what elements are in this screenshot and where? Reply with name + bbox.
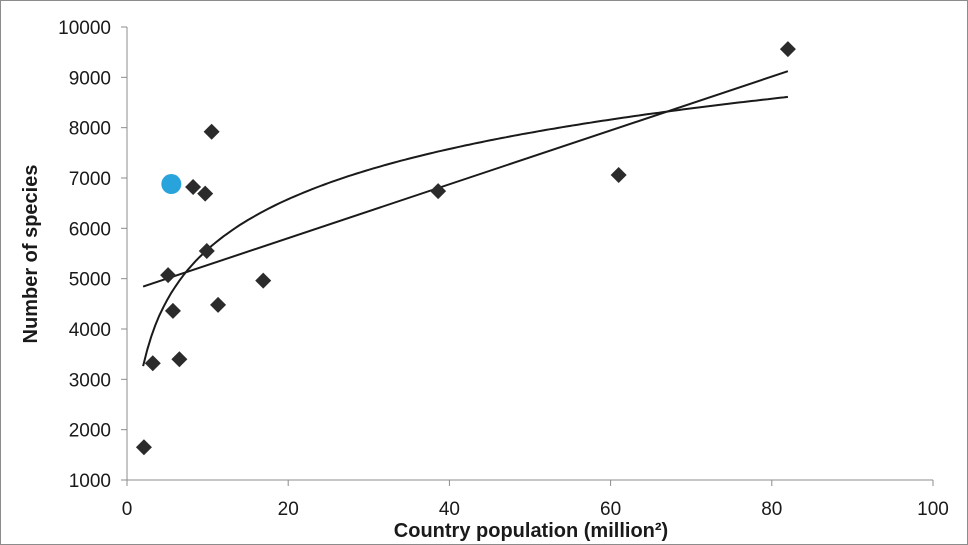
y-axis-ticks: 1000 2000 3000 4000 5000 6000 7000 8000 9000 1000… bbox=[58, 18, 127, 492]
diamond-point bbox=[160, 267, 177, 284]
diamond-point bbox=[203, 123, 220, 140]
diamond-point bbox=[779, 41, 796, 58]
x-tick-label: 0 bbox=[122, 499, 133, 520]
y-tick-label: 9000 bbox=[69, 68, 111, 89]
data-points bbox=[135, 41, 796, 456]
x-tick-label: 100 bbox=[917, 499, 949, 520]
diamond-point bbox=[171, 351, 188, 368]
diamond-point bbox=[610, 166, 627, 183]
y-tick-label: 8000 bbox=[69, 119, 111, 140]
y-tick-label: 5000 bbox=[69, 270, 111, 291]
trendlines bbox=[142, 70, 789, 367]
x-tick-label: 80 bbox=[761, 499, 782, 520]
y-tick-label: 2000 bbox=[69, 421, 111, 442]
y-tick-label: 10000 bbox=[58, 18, 111, 39]
y-tick-label: 6000 bbox=[69, 219, 111, 240]
y-tick-label: 1000 bbox=[69, 471, 111, 492]
diamond-point bbox=[185, 179, 202, 196]
diamond-point bbox=[198, 242, 215, 259]
logarithmic-trendline bbox=[142, 95, 789, 367]
y-tick-label: 3000 bbox=[69, 370, 111, 391]
y-tick-label: 7000 bbox=[69, 169, 111, 190]
x-tick-label: 40 bbox=[439, 499, 460, 520]
diamond-point bbox=[144, 355, 161, 372]
x-tick-label: 20 bbox=[278, 499, 299, 520]
diamond-point bbox=[197, 185, 214, 202]
diamond-point bbox=[255, 272, 272, 289]
y-tick-label: 4000 bbox=[69, 320, 111, 341]
diamond-point bbox=[135, 439, 152, 456]
linear-trendline bbox=[142, 70, 789, 288]
x-axis-ticks: 0 20 40 60 80 100 bbox=[122, 480, 949, 520]
diamond-point bbox=[210, 296, 227, 313]
y-axis-title: Number of species bbox=[20, 165, 42, 344]
highlighted-point bbox=[161, 174, 182, 195]
axes bbox=[126, 27, 933, 481]
x-axis-title: Country population (million²) bbox=[394, 520, 668, 542]
x-tick-label: 60 bbox=[600, 499, 621, 520]
diamond-point bbox=[164, 302, 181, 319]
diamond-point bbox=[430, 183, 447, 200]
